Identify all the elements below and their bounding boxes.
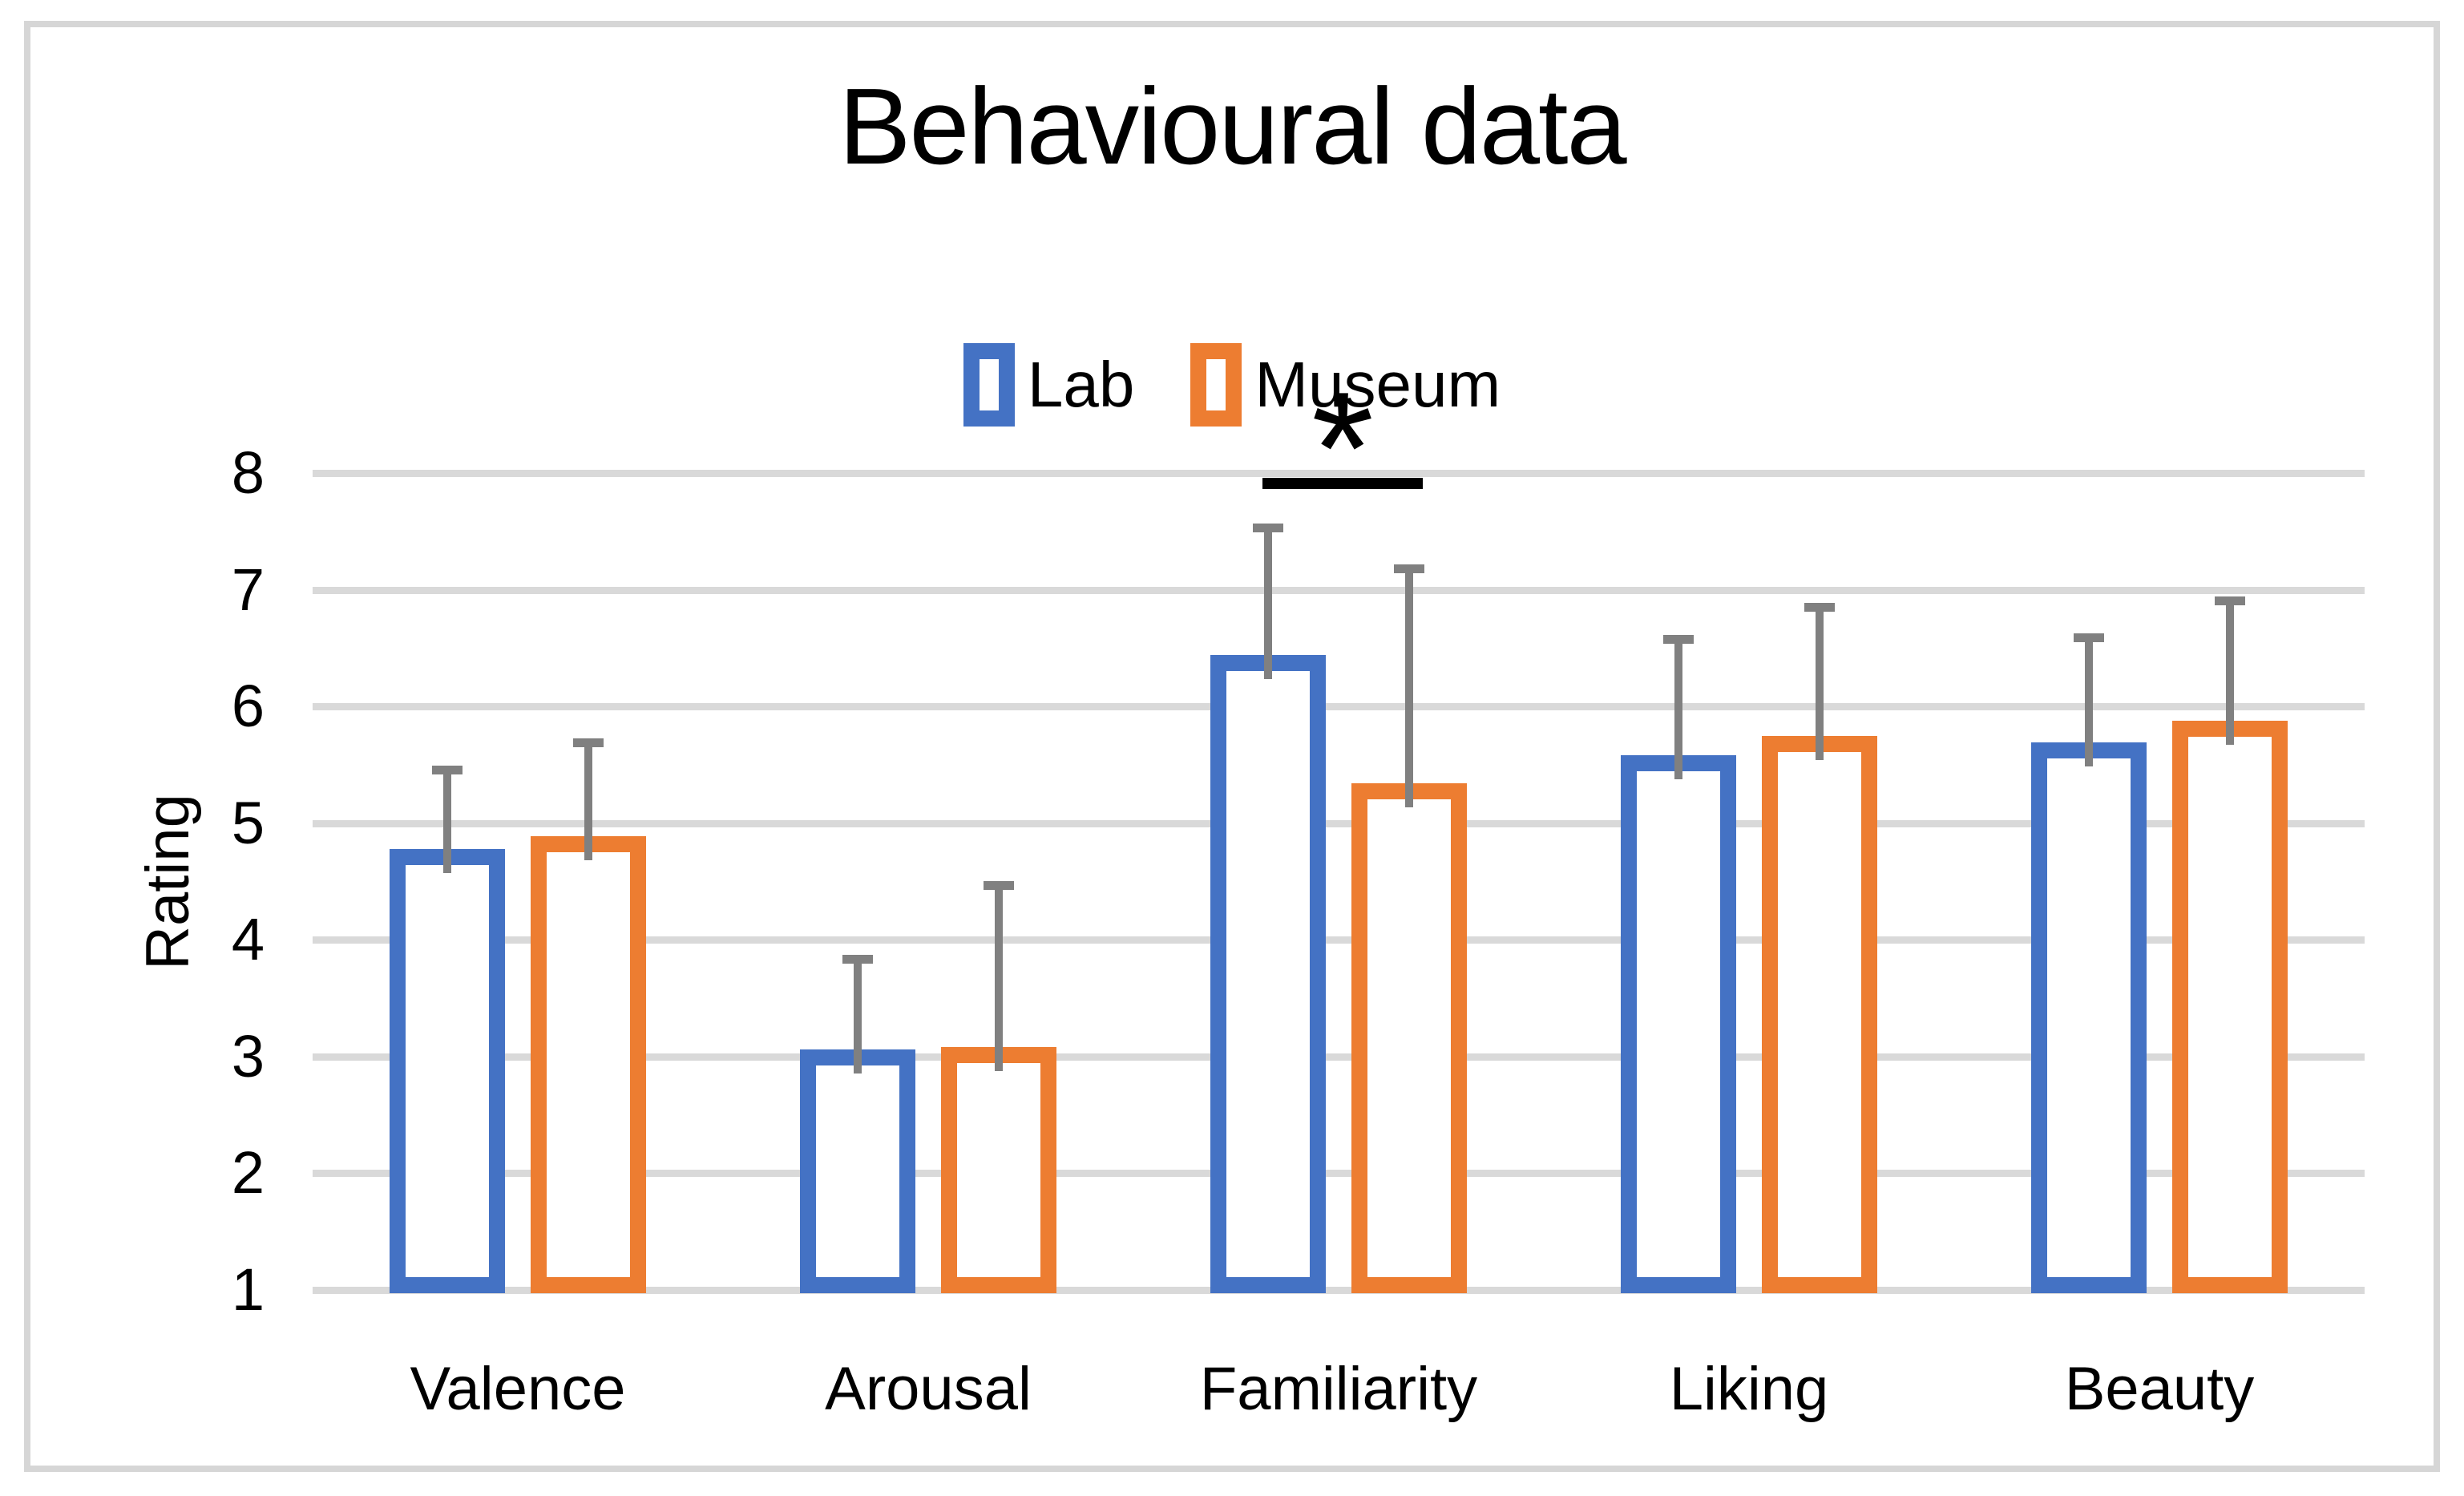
y-tick-label-8: 8 xyxy=(231,439,265,506)
error-bar-cap-lab-valence xyxy=(432,765,463,774)
bar-museum-beauty xyxy=(2172,720,2288,1293)
bar-museum-liking xyxy=(1762,735,1877,1293)
error-bar-museum-liking xyxy=(1816,610,1824,760)
error-bar-museum-familiarity xyxy=(1405,572,1413,808)
bar-museum-valence xyxy=(531,835,646,1293)
bar-lab-familiarity xyxy=(1210,655,1326,1293)
gridline-8 xyxy=(313,470,2365,477)
significance-asterisk: * xyxy=(1311,359,1374,538)
bar-lab-valence xyxy=(390,848,505,1293)
gridline-4 xyxy=(313,936,2365,944)
bar-lab-liking xyxy=(1621,755,1736,1293)
gridline-7 xyxy=(313,586,2365,594)
legend-label-museum: Museum xyxy=(1254,349,1501,420)
error-bar-lab-familiarity xyxy=(1264,531,1272,680)
chart-title: Behavioural data xyxy=(838,66,1626,187)
y-tick-label-7: 7 xyxy=(231,556,265,623)
error-bar-cap-museum-familiarity xyxy=(1394,564,1424,574)
bar-museum-familiarity xyxy=(1351,783,1467,1293)
gridline-5 xyxy=(313,819,2365,827)
bar-lab-arousal xyxy=(800,1049,915,1293)
legend: Lab Museum xyxy=(0,337,2464,433)
y-tick-label-3: 3 xyxy=(231,1022,265,1090)
error-bar-cap-museum-liking xyxy=(1804,603,1835,613)
error-bar-cap-museum-valence xyxy=(573,738,604,748)
error-bar-cap-lab-arousal xyxy=(842,954,873,964)
error-bar-museum-arousal xyxy=(995,887,1003,1072)
error-bar-cap-lab-liking xyxy=(1663,634,1694,644)
y-tick-label-1: 1 xyxy=(231,1256,265,1323)
bar-lab-beauty xyxy=(2031,742,2147,1293)
y-tick-label-4: 4 xyxy=(231,906,265,973)
gridline-1 xyxy=(313,1287,2365,1294)
category-label-familiarity: Familiarity xyxy=(1199,1355,1478,1423)
error-bar-cap-museum-beauty xyxy=(2215,596,2245,605)
y-tick-label-6: 6 xyxy=(231,673,265,740)
category-label-beauty: Beauty xyxy=(2064,1355,2255,1423)
gridline-3 xyxy=(313,1053,2365,1061)
error-bar-lab-liking xyxy=(1674,641,1682,780)
y-tick-label-5: 5 xyxy=(231,789,265,856)
lab-series-swatch-icon xyxy=(963,343,1015,427)
category-label-arousal: Arousal xyxy=(825,1355,1032,1423)
y-tick-label-2: 2 xyxy=(231,1139,265,1207)
error-bar-lab-arousal xyxy=(854,961,862,1074)
error-bar-museum-valence xyxy=(584,746,592,860)
error-bar-cap-lab-familiarity xyxy=(1253,524,1283,533)
legend-item-museum: Museum xyxy=(1190,343,1501,427)
museum-series-swatch-icon xyxy=(1190,343,1242,427)
error-bar-lab-beauty xyxy=(2085,641,2093,767)
bar-museum-arousal xyxy=(941,1047,1056,1293)
category-label-liking: Liking xyxy=(1669,1355,1829,1423)
gridline-6 xyxy=(313,703,2365,711)
significance-line xyxy=(1262,478,1423,489)
legend-item-lab: Lab xyxy=(963,343,1134,427)
error-bar-lab-valence xyxy=(443,772,451,873)
error-bar-cap-lab-beauty xyxy=(2074,633,2104,643)
legend-label-lab: Lab xyxy=(1027,349,1135,420)
error-bar-cap-museum-arousal xyxy=(984,880,1014,890)
category-label-valence: Valence xyxy=(410,1355,626,1423)
error-bar-museum-beauty xyxy=(2226,603,2234,745)
gridline-2 xyxy=(313,1170,2365,1178)
